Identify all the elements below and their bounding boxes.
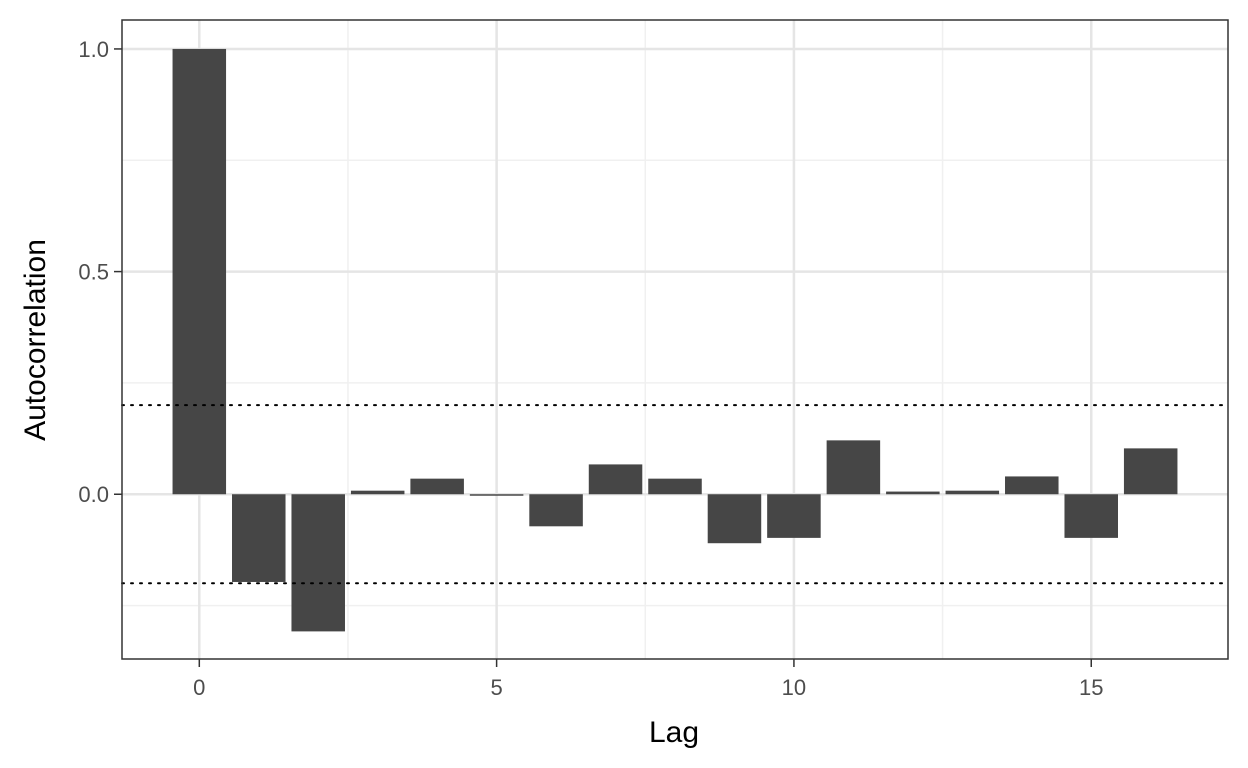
y-tick-label: 0.5 bbox=[78, 260, 109, 285]
bar-lag-12 bbox=[886, 491, 940, 495]
bar-lag-5 bbox=[469, 494, 524, 496]
bar-lag-9 bbox=[707, 494, 762, 544]
x-axis-title: Lag bbox=[649, 716, 699, 749]
bar-lag-15 bbox=[1064, 494, 1118, 538]
bar-lag-2 bbox=[291, 494, 345, 632]
y-tick-label: 1.0 bbox=[78, 37, 109, 62]
bar-lag-3 bbox=[350, 490, 405, 495]
x-tick-label: 0 bbox=[193, 675, 205, 700]
bar-lag-6 bbox=[529, 494, 583, 527]
bar-lag-14 bbox=[1005, 476, 1059, 495]
bar-lag-8 bbox=[648, 478, 702, 495]
axis-ticks bbox=[114, 48, 1092, 667]
bar-lag-16 bbox=[1123, 448, 1178, 495]
bar-lag-10 bbox=[767, 494, 821, 538]
x-tick-label: 15 bbox=[1079, 675, 1103, 700]
bar-lag-13 bbox=[945, 490, 1000, 495]
bar-lag-1 bbox=[232, 494, 286, 582]
x-tick-labels: 0 5 10 15 bbox=[193, 675, 1103, 700]
bar-lag-4 bbox=[410, 478, 464, 495]
bars-group bbox=[172, 48, 1178, 632]
y-tick-labels: 0.0 0.5 1.0 bbox=[78, 37, 109, 507]
x-tick-label: 5 bbox=[490, 675, 502, 700]
y-tick-label: 0.0 bbox=[78, 482, 109, 507]
bar-lag-0 bbox=[172, 48, 227, 495]
x-tick-label: 10 bbox=[782, 675, 806, 700]
y-axis-title: Autocorrelation bbox=[19, 239, 52, 441]
bar-lag-11 bbox=[826, 440, 881, 495]
bar-lag-7 bbox=[588, 464, 643, 495]
panel-border bbox=[121, 19, 1229, 660]
